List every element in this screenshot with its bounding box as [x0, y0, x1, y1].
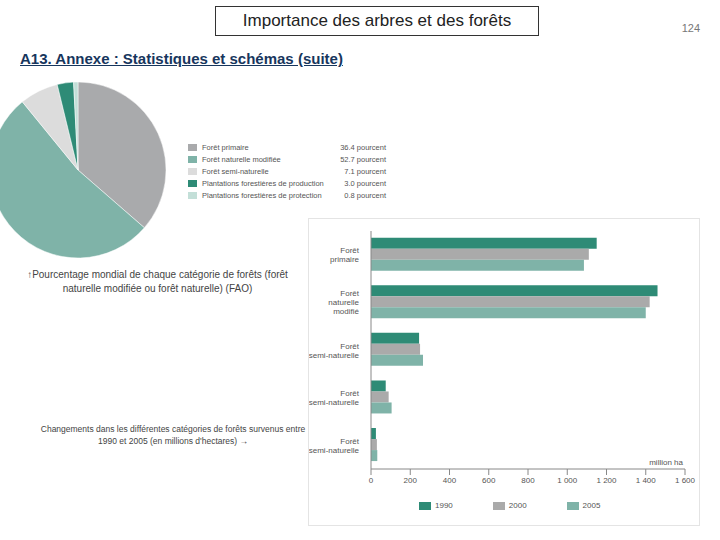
html-text:million ha: million ha	[649, 458, 683, 467]
html-text:Importance des arbres et des f: Importance des arbres et des forêts	[242, 11, 512, 30]
html-text:52.7 pourcent: 52.7 pourcent	[340, 154, 386, 164]
svg-text:800: 800	[521, 476, 535, 485]
html-text:3.0 pourcent: 3.0 pourcent	[344, 178, 386, 188]
svg-text:Forêtprimaire: Forêtprimaire	[330, 246, 360, 264]
html-text:1990: 1990	[435, 501, 453, 510]
html-text:A13. Annexe : Statistiques et: A13. Annexe : Statistiques et schémas (s…	[20, 50, 343, 67]
html-text:Forêt primaire: Forêt primaire	[202, 142, 249, 152]
svg-text:Forêtsemi-naturelle: Forêtsemi-naturelle	[309, 389, 360, 407]
svg-text:Forêtnaturellemodifié: Forêtnaturellemodifié	[328, 289, 359, 316]
svg-text:200: 200	[404, 476, 418, 485]
svg-text:400: 400	[443, 476, 457, 485]
html-text:2000: 2000	[508, 501, 527, 510]
svg-text:1 200: 1 200	[596, 476, 617, 485]
html-text:Forêt semi-naturelle: Forêt semi-naturelle	[202, 166, 269, 176]
html-text:Plantations forestières de pro: Plantations forestières de production	[202, 178, 324, 188]
html-text:124: 124	[681, 22, 700, 34]
html-text:2005: 2005	[582, 501, 601, 510]
html-text:↑Pourcentage mondial de chaque: ↑Pourcentage mondial de chaque catégorie…	[27, 269, 288, 294]
svg-text:Forêtsemi-naturelle: Forêtsemi-naturelle	[309, 342, 360, 360]
svg-text:1 000: 1 000	[557, 476, 578, 485]
html-text:0.8 pourcent: 0.8 pourcent	[344, 190, 386, 200]
svg-text:1 400: 1 400	[636, 476, 657, 485]
svg-text:0: 0	[369, 476, 374, 485]
svg-text:Forêtsemi-naturelle: Forêtsemi-naturelle	[309, 437, 360, 455]
html-text:36.4 pourcent: 36.4 pourcent	[340, 142, 386, 152]
html-text:Forêt naturelle modifiée: Forêt naturelle modifiée	[202, 154, 281, 164]
html-text:7.1 pourcent: 7.1 pourcent	[344, 166, 386, 176]
svg-text:1 600: 1 600	[675, 476, 696, 485]
html-text:Changements dans les différent: Changements dans les différentes catégor…	[40, 424, 306, 446]
html-text:Plantations forestières de pro: Plantations forestières de protection	[202, 190, 322, 200]
svg-text:600: 600	[482, 476, 496, 485]
